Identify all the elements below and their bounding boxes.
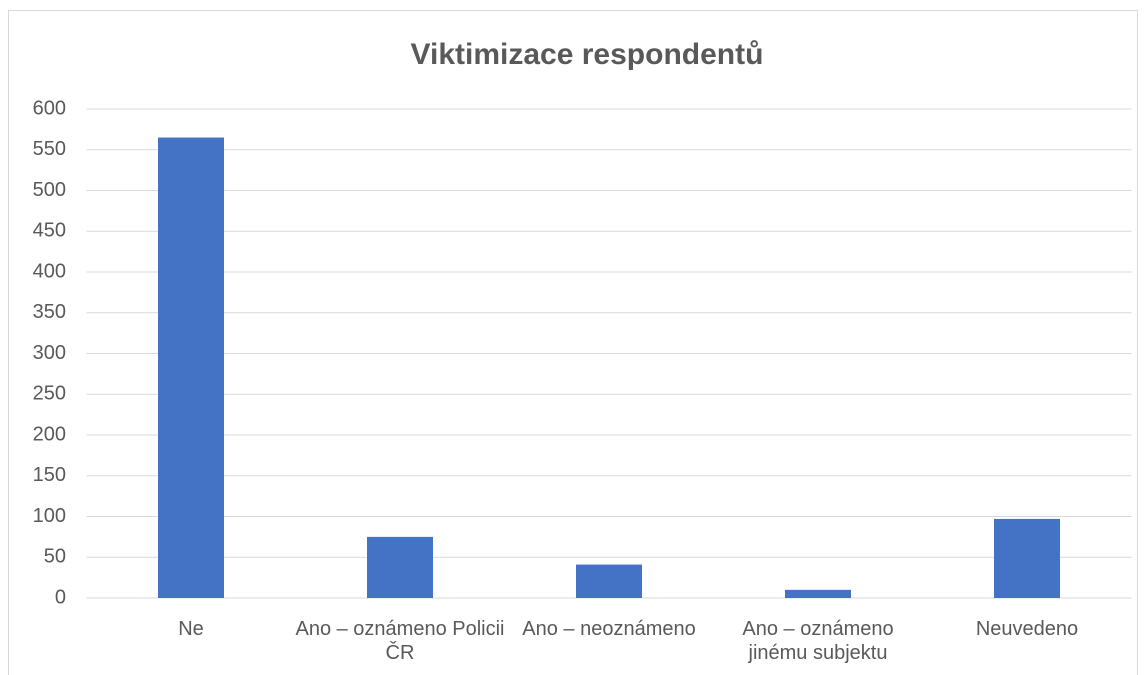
y-tick-label: 200 <box>33 423 66 445</box>
bar <box>367 536 433 598</box>
y-tick-label: 550 <box>33 138 66 160</box>
bar <box>576 564 642 598</box>
y-tick-label: 0 <box>55 586 66 608</box>
y-tick-label: 500 <box>33 179 66 201</box>
y-tick-label: 250 <box>33 383 66 405</box>
y-tick-label: 450 <box>33 220 66 242</box>
y-tick-label: 300 <box>33 342 66 364</box>
y-tick-label: 350 <box>33 301 66 323</box>
y-tick-label: 400 <box>33 260 66 282</box>
bar <box>994 518 1060 598</box>
bar <box>785 589 851 598</box>
chart-title: Viktimizace respondentů <box>411 38 764 71</box>
y-tick-label: 600 <box>33 97 66 119</box>
bar <box>158 137 224 598</box>
y-tick-label: 50 <box>44 546 66 568</box>
x-tick-label: Ano – oznámeno jinému subjektu <box>742 618 894 664</box>
x-tick-label: Ano – neoznámeno <box>522 618 696 640</box>
y-tick-label: 100 <box>33 505 66 527</box>
x-tick-label: Ano – oznámeno Policii ČR <box>295 618 505 664</box>
x-tick-label: Ne <box>178 618 204 640</box>
x-tick-label: Neuvedeno <box>975 618 1079 640</box>
y-tick-label: 150 <box>33 464 66 486</box>
